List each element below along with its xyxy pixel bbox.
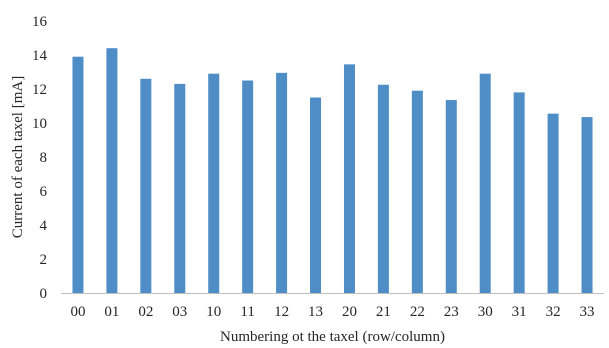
y-tick-label: 8 (40, 150, 48, 166)
x-tick-label: 12 (274, 304, 289, 320)
x-tick-label: 32 (546, 304, 561, 320)
y-tick-label: 16 (32, 14, 48, 30)
x-tick-label: 23 (444, 304, 459, 320)
x-tick-label: 21 (376, 304, 391, 320)
bar (377, 84, 389, 293)
bar (479, 73, 491, 293)
bar (174, 83, 186, 294)
bars-group (72, 48, 593, 294)
bar (242, 80, 254, 293)
x-tick-label: 20 (342, 304, 357, 320)
bar (547, 113, 559, 294)
y-tick-label: 0 (40, 286, 48, 302)
y-tick-label: 14 (32, 48, 48, 64)
x-tick-label: 11 (240, 304, 254, 320)
bar (106, 48, 118, 294)
bar (72, 56, 84, 294)
y-tick-label: 6 (40, 184, 48, 200)
x-tick-label: 01 (104, 304, 119, 320)
bar (513, 92, 525, 294)
x-axis-label: Numbering ot the taxel (row/column) (220, 329, 445, 345)
bar (445, 100, 457, 293)
x-tick-label: 33 (580, 304, 595, 320)
bar (276, 72, 288, 293)
x-tick-label: 02 (138, 304, 153, 320)
x-tick-label: 22 (410, 304, 425, 320)
bar (411, 90, 423, 293)
bar (343, 64, 355, 293)
y-tick-label: 12 (32, 82, 47, 98)
y-tick-labels: 0 2 4 6 8 10 12 14 16 (32, 14, 48, 302)
y-tick-label: 4 (40, 218, 48, 234)
bar (208, 73, 220, 293)
x-tick-label: 13 (308, 304, 323, 320)
x-tick-labels: 00 01 02 03 10 11 12 13 20 21 22 23 30 31 32 33 (70, 304, 594, 320)
y-axis-label: Current of each taxel [mA] (10, 76, 26, 238)
x-tick-label: 30 (478, 304, 493, 320)
bar (581, 117, 593, 293)
x-tick-label: 10 (206, 304, 221, 320)
x-tick-label: 03 (172, 304, 187, 320)
x-tick-label: 00 (70, 304, 85, 320)
y-tick-label: 2 (40, 252, 48, 268)
x-tick-label: 31 (512, 304, 527, 320)
y-tick-label: 10 (32, 116, 47, 132)
bar (140, 78, 152, 293)
bar (310, 97, 322, 293)
